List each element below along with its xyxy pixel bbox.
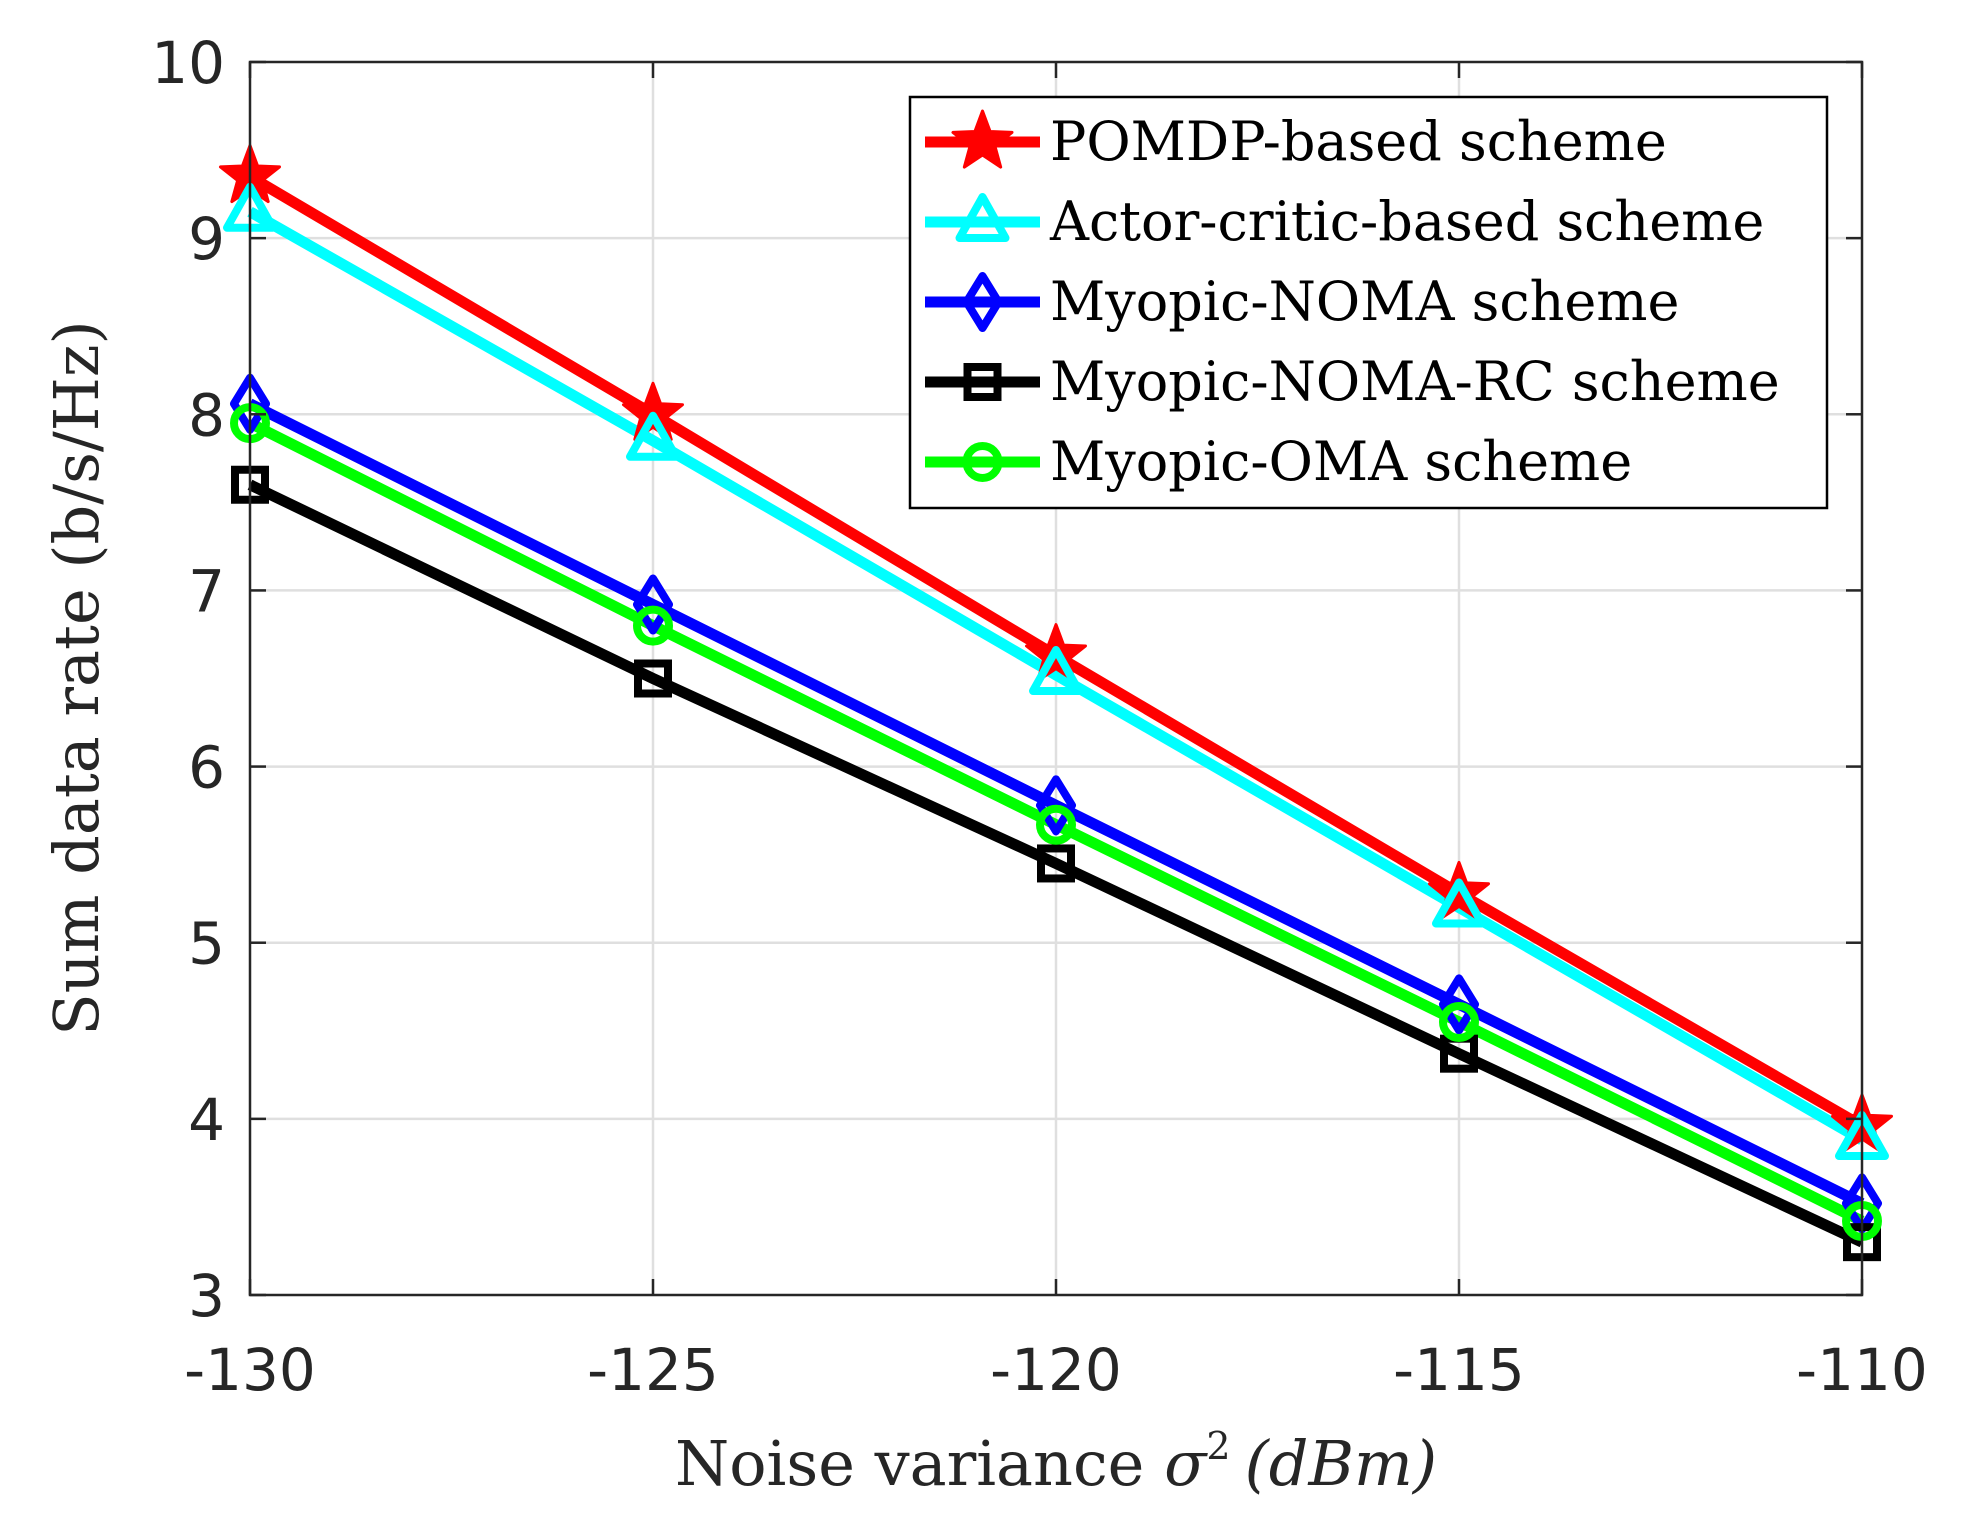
y-tick-label: 4 xyxy=(188,1086,225,1154)
legend-label: POMDP-based scheme xyxy=(1050,110,1667,173)
x-tick-label: -115 xyxy=(1393,1336,1525,1404)
data-point xyxy=(634,659,672,698)
x-axis-label-unit: (dBm) xyxy=(1245,1427,1437,1500)
data-point xyxy=(633,605,673,646)
legend-marker xyxy=(962,272,1003,332)
legend-label: Myopic-OMA scheme xyxy=(1050,430,1632,493)
legend-marker xyxy=(955,193,1010,242)
axes xyxy=(248,60,1864,1297)
series-line xyxy=(247,479,1865,1248)
data-point xyxy=(1037,844,1075,883)
y-tick-label: 9 xyxy=(188,205,225,273)
x-tick-label: -125 xyxy=(587,1336,719,1404)
legend-label: Myopic-NOMA scheme xyxy=(1050,270,1679,333)
legend-marker xyxy=(951,109,1014,169)
x-axis-label-symbol: σ xyxy=(1164,1427,1208,1500)
y-tick-label: 6 xyxy=(188,734,225,802)
y-tick-label: 8 xyxy=(188,381,225,449)
y-tick-label: 10 xyxy=(151,29,225,97)
data-point xyxy=(1029,645,1083,695)
legend-marker xyxy=(962,442,1003,482)
data-point xyxy=(1036,804,1076,845)
data-point xyxy=(622,381,684,441)
x-axis-label-superscript: 2 xyxy=(1206,1424,1230,1468)
x-tick-label: -120 xyxy=(990,1336,1122,1404)
y-tick-label: 5 xyxy=(188,910,225,978)
series-line xyxy=(247,206,1865,1145)
data-point xyxy=(1439,974,1479,1035)
legend-label: Myopic-NOMA-RC scheme xyxy=(1050,350,1780,413)
y-tick-label: 7 xyxy=(188,557,225,625)
data-point xyxy=(1036,775,1076,836)
x-axis-label-prefix: Noise variance xyxy=(675,1427,1164,1500)
legend-box xyxy=(908,95,1829,510)
x-tick-label: -130 xyxy=(184,1336,316,1404)
data-point xyxy=(1439,1001,1479,1042)
data-point xyxy=(633,574,673,635)
legend: POMDP-based scheme Actor-critic-based sch… xyxy=(908,95,1829,510)
y-tick-label: 3 xyxy=(188,1262,225,1330)
x-tick-label: -110 xyxy=(1796,1336,1928,1404)
y-axis-label: Sum data rate (b/s/Hz) xyxy=(40,320,113,1035)
data-point xyxy=(1432,878,1486,928)
data-point xyxy=(626,411,680,461)
tick-labels: -130 -125 -120 -115 -110 3 4 5 6 7 8 9 10 xyxy=(151,29,1928,1404)
legend-marker xyxy=(963,363,1002,401)
x-axis-label: Noise variance σ2 (dBm) xyxy=(675,1424,1437,1500)
legend-label: Actor-critic-based scheme xyxy=(1049,190,1764,253)
